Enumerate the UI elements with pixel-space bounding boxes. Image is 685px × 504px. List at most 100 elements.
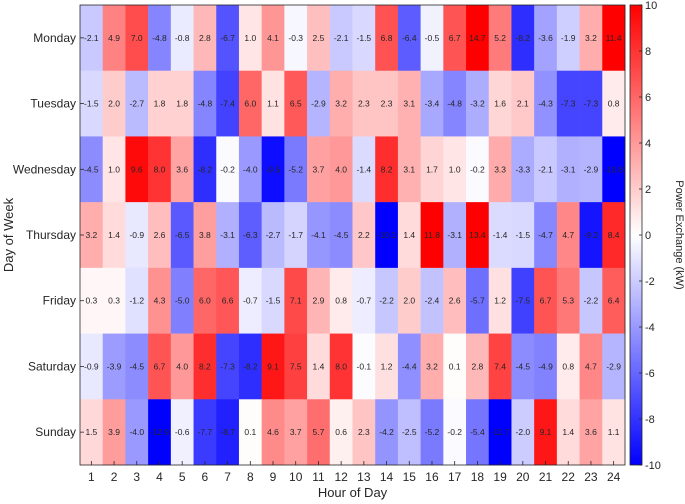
heatmap-cell: [238, 333, 262, 400]
heatmap-cell-value: -2.1: [84, 33, 99, 43]
heatmap-cell: [193, 70, 217, 137]
heatmap-cell-value: -6.5: [175, 230, 190, 240]
heatmap-cell: [170, 333, 194, 400]
heatmap-cell: [102, 136, 126, 203]
heatmap-cell: [375, 267, 399, 334]
heatmap-cell-value: 1.4: [403, 230, 415, 240]
colorbar-label: Power Exchange (kW): [673, 180, 685, 289]
heatmap-cell-value: -4.8: [447, 99, 462, 109]
heatmap-cell: [534, 399, 558, 466]
heatmap-cell-value: 0.3: [108, 296, 120, 306]
heatmap-cell-value: -4.4: [402, 361, 417, 371]
heatmap-cell: [602, 5, 626, 72]
heatmap-cell-value: -1.2: [129, 296, 144, 306]
heatmap-cell-value: 11.4: [606, 33, 622, 43]
heatmap-cell-value: 2.3: [381, 99, 393, 109]
heatmap-cell: [216, 136, 240, 203]
heatmap-cell-value: 3.2: [85, 230, 97, 240]
heatmap-cell: [102, 70, 126, 137]
heatmap-cell: [148, 5, 172, 72]
heatmap-cell: [170, 399, 194, 466]
heatmap-cell-value: 3.2: [426, 361, 438, 371]
heatmap-cell-value: -2.7: [266, 230, 281, 240]
heatmap-cell-value: 3.1: [403, 164, 415, 174]
heatmap-cell-value: 14.7: [469, 33, 486, 43]
heatmap-cell: [170, 5, 194, 72]
heatmap-cell: [170, 136, 194, 203]
heatmap-cell-value: -6.3: [243, 230, 258, 240]
heatmap-cell: [511, 136, 535, 203]
heatmap-cell: [511, 399, 535, 466]
heatmap-cell-value: -10.8: [604, 164, 624, 174]
heatmap-cell: [284, 333, 308, 400]
heatmap-cell-value: -4.0: [129, 427, 144, 437]
heatmap-cell-value: 2.2: [358, 230, 370, 240]
heatmap-cell-value: -5.7: [470, 296, 485, 306]
heatmap-cell-value: -4.3: [538, 99, 553, 109]
heatmap-cell: [216, 70, 240, 137]
heatmap-cell: [488, 202, 512, 269]
heatmap-cell-value: -11.7: [491, 427, 510, 437]
x-tick-label: 3: [133, 470, 140, 484]
heatmap-cell: [488, 399, 512, 466]
heatmap-cell: [307, 202, 331, 269]
heatmap-cell: [125, 5, 149, 72]
heatmap-cell: [579, 333, 603, 400]
heatmap-cell-value: 6.7: [540, 296, 552, 306]
heatmap-cell: [511, 202, 535, 269]
heatmap-cell: [261, 136, 285, 203]
heatmap-cell: [511, 70, 535, 137]
heatmap-cell: [579, 399, 603, 466]
heatmap-cell: [307, 267, 331, 334]
heatmap-cell: [102, 399, 126, 466]
heatmap-cell: [148, 267, 172, 334]
heatmap-cell: [284, 399, 308, 466]
heatmap-cell-value: -4.5: [129, 361, 144, 371]
heatmap-cell: [329, 5, 353, 72]
heatmap-cell: [261, 70, 285, 137]
heatmap-cell: [602, 70, 626, 137]
heatmap-cell: [329, 399, 353, 466]
heatmap-cell-value: -6.7: [220, 33, 235, 43]
heatmap-cell-value: 6.7: [449, 33, 461, 43]
x-tick-label: 9: [270, 470, 277, 484]
heatmap-cell: [193, 267, 217, 334]
heatmap-cell-value: 9.1: [267, 361, 279, 371]
x-tick-label: 23: [584, 470, 598, 484]
heatmap-cell-value: 4.1: [267, 33, 279, 43]
heatmap-cell: [193, 333, 217, 400]
heatmap-cell: [80, 399, 104, 466]
heatmap-cell-value: 3.6: [176, 164, 188, 174]
heatmap-cell: [329, 136, 353, 203]
heatmap-cell-value: 5.2: [494, 33, 506, 43]
heatmap-cell: [329, 333, 353, 400]
heatmap-cell-value: 8.2: [381, 164, 393, 174]
heatmap-cell: [170, 202, 194, 269]
heatmap-cell-value: -7.3: [220, 361, 235, 371]
heatmap-cell: [352, 202, 376, 269]
heatmap-cell-value: -4.8: [152, 33, 167, 43]
heatmap-cell: [284, 136, 308, 203]
heatmap-cell: [534, 5, 558, 72]
heatmap-cell: [148, 333, 172, 400]
heatmap-cell-value: -8.2: [515, 33, 530, 43]
heatmap-cell: [125, 202, 149, 269]
heatmap-cell: [397, 136, 421, 203]
heatmap-cell-value: -2.0: [515, 427, 530, 437]
heatmap-cell: [170, 70, 194, 137]
heatmap-cell: [602, 267, 626, 334]
heatmap-cell: [193, 399, 217, 466]
heatmap-cell-value: -0.1: [357, 361, 372, 371]
heatmap-cell-value: -7.3: [584, 99, 599, 109]
heatmap-cell-value: -4.7: [538, 230, 553, 240]
heatmap-cell-value: 4.0: [335, 164, 347, 174]
heatmap-cell: [466, 70, 490, 137]
heatmap-cell: [216, 202, 240, 269]
x-tick-label: 21: [539, 470, 553, 484]
heatmap-cell: [556, 202, 580, 269]
heatmap-cell: [352, 5, 376, 72]
heatmap-cell-value: -4.9: [538, 361, 553, 371]
heatmap-cell: [375, 136, 399, 203]
colorbar-tick-label: -2: [645, 276, 655, 288]
